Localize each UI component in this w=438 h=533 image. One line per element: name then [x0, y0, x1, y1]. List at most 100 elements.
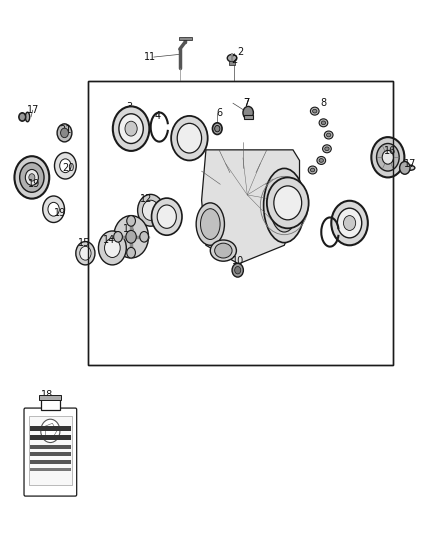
Text: 19: 19 [28, 179, 40, 189]
Ellipse shape [25, 112, 30, 122]
Circle shape [127, 216, 135, 226]
Circle shape [119, 114, 143, 143]
Circle shape [19, 114, 25, 120]
Ellipse shape [311, 168, 315, 172]
Bar [88, 81, 393, 365]
Text: 7: 7 [243, 98, 249, 108]
Circle shape [80, 246, 91, 260]
Circle shape [337, 208, 362, 238]
Bar [30, 452, 71, 456]
Circle shape [235, 266, 241, 274]
FancyBboxPatch shape [24, 408, 77, 496]
Text: 9: 9 [286, 184, 292, 195]
Circle shape [140, 231, 148, 242]
Circle shape [171, 116, 208, 160]
Text: 5: 5 [186, 116, 193, 126]
Circle shape [113, 107, 149, 151]
Circle shape [54, 152, 76, 179]
Ellipse shape [311, 107, 319, 115]
Ellipse shape [313, 109, 317, 113]
Ellipse shape [321, 121, 325, 125]
Circle shape [371, 137, 404, 177]
Ellipse shape [210, 240, 237, 261]
Bar [30, 459, 71, 464]
Bar [30, 468, 71, 471]
Bar [88, 81, 393, 365]
Circle shape [399, 161, 410, 174]
Circle shape [267, 177, 309, 228]
Text: 3: 3 [127, 102, 133, 112]
Bar [30, 434, 71, 440]
Circle shape [157, 205, 177, 228]
Ellipse shape [322, 145, 331, 153]
Text: 15: 15 [78, 238, 90, 248]
Circle shape [138, 195, 164, 226]
Ellipse shape [319, 159, 323, 163]
Circle shape [60, 159, 71, 173]
Circle shape [125, 121, 137, 136]
Polygon shape [201, 150, 300, 264]
Ellipse shape [201, 209, 220, 239]
Text: 4: 4 [330, 223, 336, 233]
Text: 8: 8 [320, 98, 326, 108]
Text: 2: 2 [231, 55, 237, 64]
Circle shape [142, 200, 159, 220]
Circle shape [382, 150, 393, 164]
Circle shape [20, 163, 44, 192]
Circle shape [114, 231, 122, 242]
Circle shape [331, 201, 368, 245]
Bar [30, 425, 71, 431]
Ellipse shape [270, 179, 298, 232]
Bar [39, 395, 61, 400]
Text: 17: 17 [27, 105, 39, 115]
Circle shape [41, 419, 60, 442]
Circle shape [274, 186, 302, 220]
Ellipse shape [215, 125, 220, 132]
Circle shape [114, 216, 148, 258]
Circle shape [232, 263, 244, 277]
Circle shape [126, 230, 136, 243]
Circle shape [57, 124, 72, 142]
Ellipse shape [308, 166, 317, 174]
Text: 6: 6 [216, 108, 222, 118]
Ellipse shape [215, 243, 232, 258]
Circle shape [127, 247, 135, 258]
Ellipse shape [325, 147, 329, 151]
Text: 13: 13 [123, 224, 135, 235]
Circle shape [99, 231, 126, 265]
Circle shape [43, 196, 64, 222]
Ellipse shape [326, 133, 331, 137]
Ellipse shape [196, 203, 224, 245]
Ellipse shape [319, 119, 328, 127]
Text: 16: 16 [384, 146, 396, 156]
Ellipse shape [317, 157, 325, 165]
Text: 18: 18 [41, 390, 53, 400]
Circle shape [29, 174, 35, 181]
Text: 1: 1 [148, 52, 155, 62]
Bar [30, 445, 71, 449]
Text: 20: 20 [62, 164, 74, 173]
Circle shape [177, 123, 201, 153]
Text: 4: 4 [155, 111, 161, 122]
Circle shape [25, 169, 39, 185]
Text: 10: 10 [232, 256, 244, 266]
Text: 7: 7 [243, 98, 249, 108]
Text: 21: 21 [60, 125, 72, 135]
Circle shape [60, 128, 68, 138]
Circle shape [48, 203, 59, 216]
Circle shape [14, 156, 49, 199]
Text: 14: 14 [103, 235, 116, 245]
Text: 3: 3 [348, 209, 354, 220]
Ellipse shape [324, 131, 333, 139]
Circle shape [243, 107, 253, 119]
Ellipse shape [212, 123, 222, 134]
Ellipse shape [227, 54, 237, 62]
Text: 1: 1 [144, 52, 150, 62]
Bar [41, 397, 60, 410]
Bar [179, 37, 191, 40]
Circle shape [105, 238, 120, 257]
Ellipse shape [264, 168, 305, 243]
Circle shape [76, 241, 95, 265]
Text: 19: 19 [54, 208, 66, 219]
Ellipse shape [19, 113, 26, 121]
